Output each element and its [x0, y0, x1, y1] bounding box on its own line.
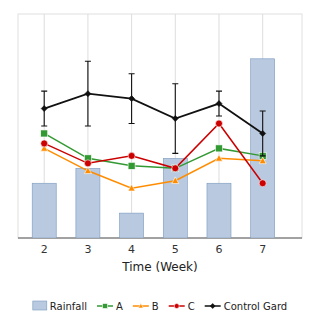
line: [44, 148, 262, 188]
legend-marker: [174, 304, 179, 309]
legend: Rainfall A B C Control Gard: [33, 301, 287, 312]
grid: [44, 14, 262, 238]
legend-item: Control Gard: [205, 301, 288, 312]
marker: [128, 162, 135, 169]
line: [44, 94, 262, 134]
marker: [215, 155, 222, 162]
legend-item: Rainfall: [33, 301, 87, 312]
bar: [76, 168, 100, 238]
legend-marker: [138, 303, 143, 308]
legend-item: A: [97, 301, 123, 312]
legend-label: Rainfall: [50, 301, 87, 312]
chart: 2 3 4 5 6 7 Time (Week) Rainfall A B C Control Gard: [0, 0, 320, 320]
tick-label: 3: [84, 243, 91, 256]
tick-label: 4: [128, 243, 135, 256]
marker: [84, 167, 91, 174]
tick-label: 5: [172, 243, 179, 256]
error-bar: [172, 84, 178, 154]
error-bar: [129, 74, 135, 124]
error-bar: [216, 91, 222, 116]
marker: [172, 165, 179, 172]
tick-label: 2: [41, 243, 48, 256]
marker: [259, 157, 266, 164]
bar: [163, 158, 187, 238]
bar-series: [32, 59, 274, 238]
marker: [129, 96, 135, 102]
tick-label: 6: [215, 243, 222, 256]
legend-label: A: [116, 301, 123, 312]
line-series: [41, 130, 266, 172]
marker: [215, 120, 222, 127]
bar: [120, 213, 144, 238]
error-bar: [85, 61, 91, 126]
marker: [172, 116, 178, 122]
marker: [259, 180, 266, 187]
grid-line: [131, 14, 132, 238]
legend-label: C: [188, 301, 195, 312]
error-bar: [260, 111, 266, 156]
marker: [41, 140, 48, 147]
legend-item: C: [169, 301, 195, 312]
legend-swatch: [33, 301, 47, 310]
marker: [172, 177, 179, 184]
bar: [32, 183, 56, 238]
marker: [260, 130, 266, 136]
legend-label: B: [152, 301, 159, 312]
bar: [207, 183, 231, 238]
marker: [215, 145, 222, 152]
legend-marker: [210, 304, 215, 309]
legend-item: B: [133, 301, 159, 312]
error-bar: [41, 91, 47, 126]
tick-label: 7: [259, 243, 266, 256]
line: [44, 124, 262, 184]
x-tick-labels: 2 3 4 5 6 7: [41, 243, 266, 256]
marker: [84, 160, 91, 167]
marker: [128, 184, 135, 191]
bar: [251, 59, 275, 238]
line-series: [41, 61, 265, 156]
marker: [216, 101, 222, 107]
marker: [41, 130, 48, 137]
marker: [172, 165, 179, 172]
marks: [32, 59, 274, 238]
line-series: [41, 145, 266, 191]
legend-label: Control Gard: [224, 301, 288, 312]
marker: [41, 106, 47, 112]
marker: [85, 91, 91, 97]
line-series: [41, 120, 266, 187]
legend-marker: [102, 304, 107, 309]
plot-frame: [18, 14, 302, 238]
x-axis-label: Time (Week): [121, 260, 197, 274]
marker: [128, 152, 135, 159]
